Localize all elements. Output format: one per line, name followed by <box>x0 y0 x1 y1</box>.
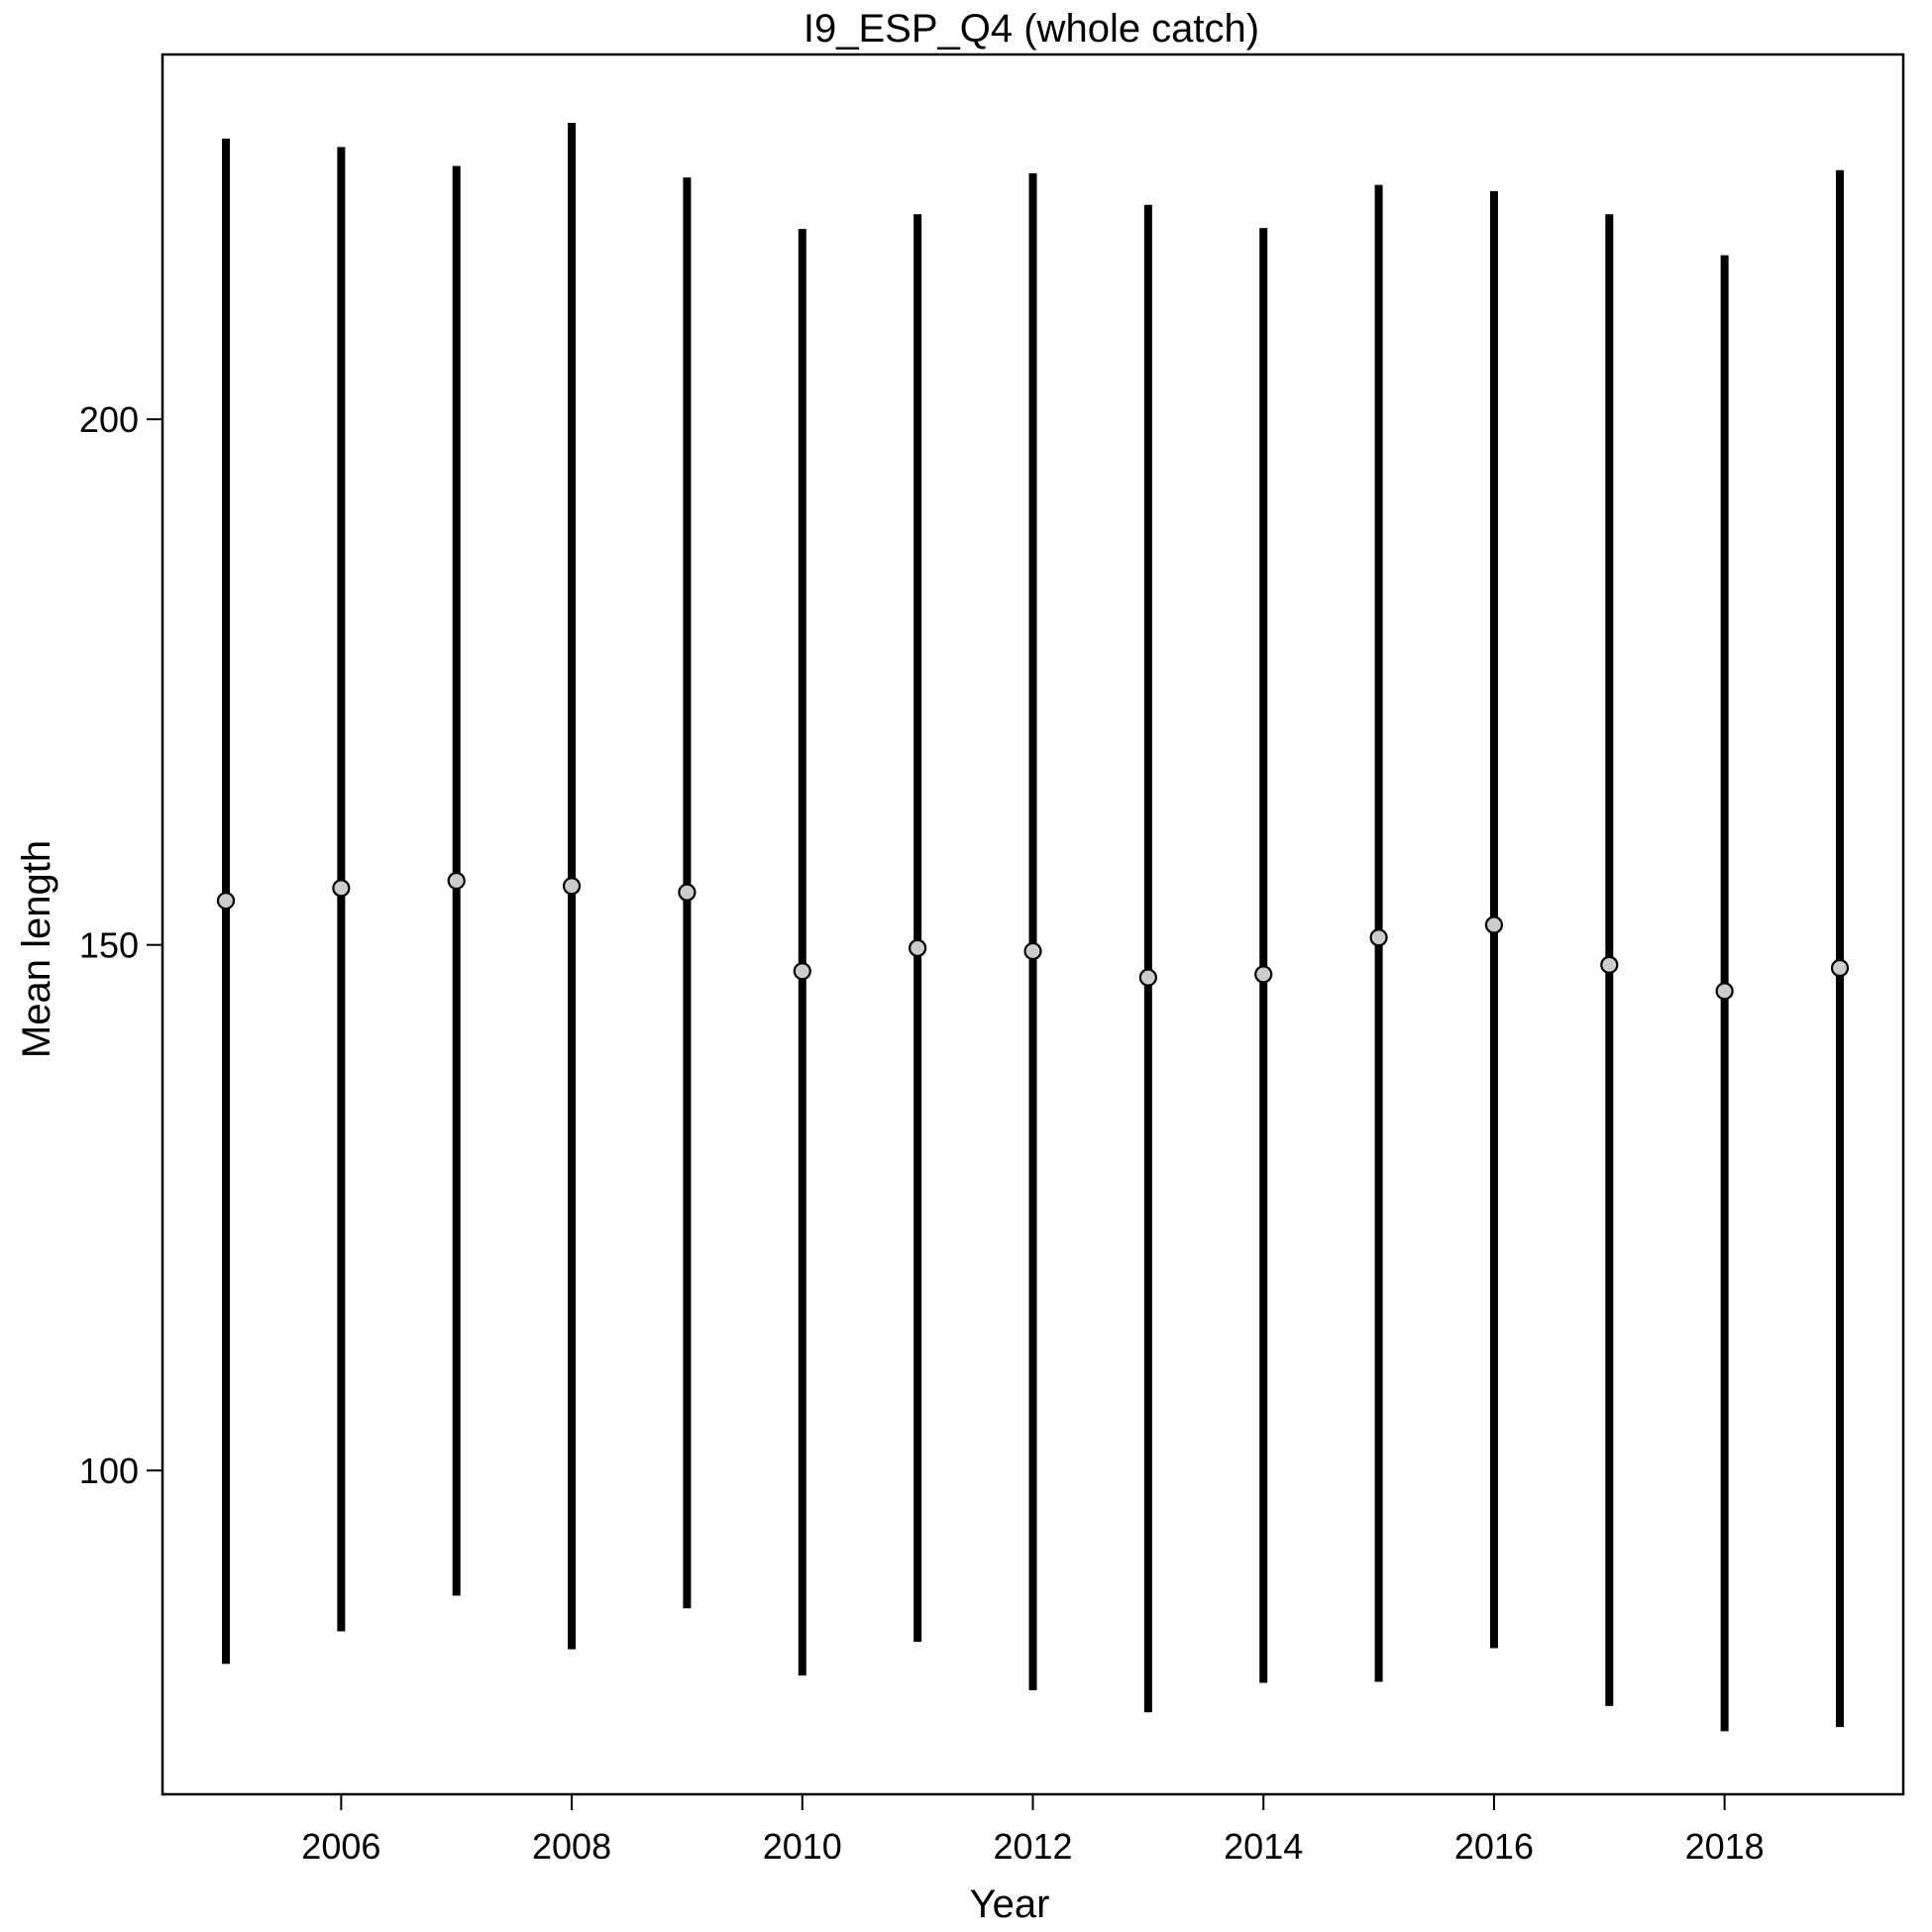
mean-point <box>678 883 697 902</box>
x-tick-label: 2006 <box>301 1826 380 1867</box>
mean-point <box>1023 941 1042 961</box>
mean-point <box>1484 915 1504 934</box>
x-tick-label: 2008 <box>532 1826 611 1867</box>
y-tick-label: 100 <box>79 1450 139 1491</box>
mean-point <box>1369 928 1388 947</box>
mean-points <box>216 871 1850 1001</box>
chart-title: I9_ESP_Q4 (whole catch) <box>804 7 1259 51</box>
mean-point <box>1715 982 1734 1001</box>
error-bars <box>221 122 1845 1732</box>
mean-point <box>1138 968 1157 987</box>
mean-point <box>332 879 351 898</box>
y-axis-label: Mean length <box>15 840 58 1058</box>
mean-point <box>909 938 927 957</box>
y-axis: 100 150 200 <box>79 399 162 1491</box>
y-tick-label: 150 <box>79 925 139 966</box>
mean-point <box>216 892 236 911</box>
mean-point <box>793 962 811 981</box>
mean-point <box>1600 955 1619 974</box>
mean-point <box>562 877 582 896</box>
y-tick-label: 200 <box>79 399 139 440</box>
x-tick-label: 2014 <box>1224 1826 1303 1867</box>
mean-point <box>447 871 466 891</box>
mean-point <box>1830 958 1850 978</box>
x-axis-label: Year <box>970 1882 1050 1926</box>
x-axis: 2006 2008 2010 2012 2014 2016 2018 <box>301 1794 1765 1867</box>
mean-point <box>1254 965 1273 984</box>
x-tick-label: 2010 <box>763 1826 842 1867</box>
x-tick-label: 2016 <box>1454 1826 1534 1867</box>
x-tick-label: 2012 <box>993 1826 1072 1867</box>
x-tick-label: 2018 <box>1685 1826 1765 1867</box>
